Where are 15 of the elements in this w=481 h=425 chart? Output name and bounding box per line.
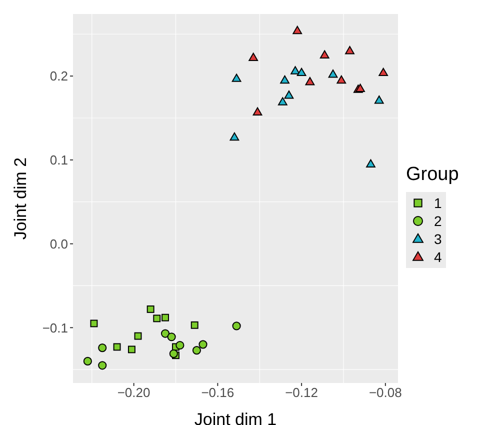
x-tick-label: −0.20 [117, 385, 150, 400]
y-tick-label: 0.1 [50, 152, 68, 168]
y-axis-title: Joint dim 2 [11, 157, 30, 240]
x-tick-label: −0.12 [285, 385, 318, 400]
x-tick-label: −0.08 [368, 385, 402, 400]
legend-label: 2 [434, 212, 442, 228]
y-tick-label: −0.1 [42, 320, 68, 336]
x-axis-title: Joint dim 1 [194, 410, 277, 425]
y-tick-label: 0.0 [50, 236, 68, 252]
legend-title: Group [406, 164, 460, 186]
legend-label: 3 [434, 230, 442, 246]
legend-label: 4 [434, 248, 442, 264]
x-tick-label: −0.16 [201, 385, 234, 400]
y-tick-label: 0.2 [50, 68, 68, 84]
legend-label: 1 [434, 194, 442, 210]
